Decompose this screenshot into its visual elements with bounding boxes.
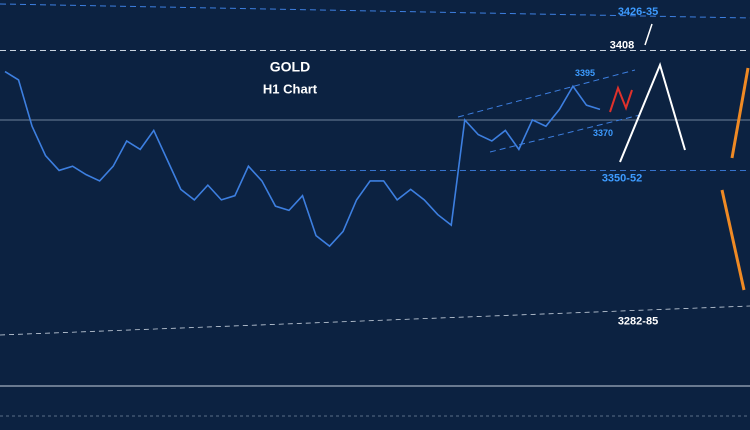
chart-subtitle: H1 Chart xyxy=(263,81,318,96)
level-label: 3350-52 xyxy=(602,172,642,184)
channel-bottom xyxy=(489,114,641,153)
level-label: 3370 xyxy=(593,128,613,138)
level-label: 3426-35 xyxy=(618,6,658,18)
red-arrow xyxy=(609,85,633,113)
support-trendline xyxy=(0,305,750,336)
level-label: 3395 xyxy=(575,68,595,78)
small-arrow xyxy=(644,23,653,46)
resistance-trendline xyxy=(0,3,750,19)
level-label: 3282-85 xyxy=(618,315,658,327)
white-arrow xyxy=(619,61,686,163)
orange-arrow-up xyxy=(730,67,750,159)
chart-title: GOLD xyxy=(270,59,310,75)
price-line xyxy=(4,70,601,248)
level-label: 3408 xyxy=(610,39,634,51)
channel-top xyxy=(457,69,636,118)
orange-arrow-down xyxy=(720,189,746,291)
